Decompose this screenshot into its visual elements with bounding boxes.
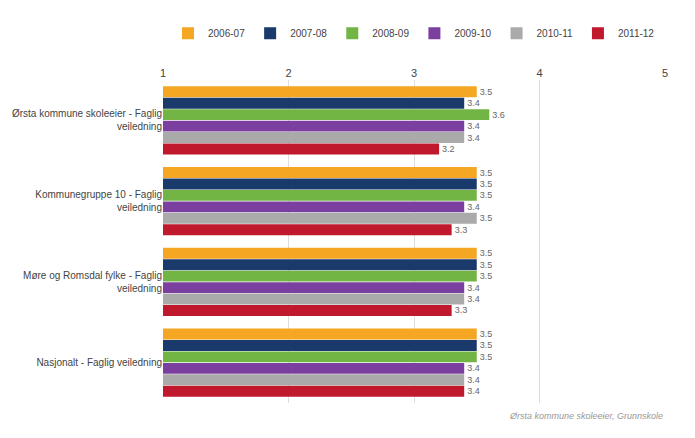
svg-text:3.4: 3.4 <box>467 121 480 131</box>
svg-text:3.5: 3.5 <box>480 260 493 270</box>
svg-text:3.4: 3.4 <box>467 202 480 212</box>
svg-text:3.5: 3.5 <box>480 87 493 97</box>
svg-text:2009-10: 2009-10 <box>454 28 491 39</box>
svg-text:3.4: 3.4 <box>467 283 480 293</box>
svg-text:3: 3 <box>411 67 417 79</box>
svg-text:3.6: 3.6 <box>492 110 505 120</box>
svg-text:Ørsta kommune skoleeier - Fagl: Ørsta kommune skoleeier - Fagligveiledni… <box>12 108 162 132</box>
svg-text:2011-12: 2011-12 <box>618 28 654 39</box>
svg-text:Ørsta kommune skoleeier, Grunn: Ørsta kommune skoleeier, Grunnskole <box>509 411 663 421</box>
svg-text:3.4: 3.4 <box>467 98 480 108</box>
svg-text:Nasjonalt - Faglig veiledning: Nasjonalt - Faglig veiledning <box>36 357 162 368</box>
svg-text:5: 5 <box>662 67 668 79</box>
svg-text:3.5: 3.5 <box>480 179 493 189</box>
svg-text:3.2: 3.2 <box>442 144 455 154</box>
svg-text:3.5: 3.5 <box>480 271 493 281</box>
svg-text:3.5: 3.5 <box>480 329 493 339</box>
svg-text:3.3: 3.3 <box>455 225 468 235</box>
svg-text:Møre og Romsdal fylke - Faglig: Møre og Romsdal fylke - Fagligveiledning <box>23 270 162 294</box>
svg-text:2008-09: 2008-09 <box>372 28 409 39</box>
svg-text:3.4: 3.4 <box>467 363 480 373</box>
svg-text:3.5: 3.5 <box>480 168 493 178</box>
svg-text:3.4: 3.4 <box>467 133 480 143</box>
svg-text:3.3: 3.3 <box>455 305 468 315</box>
svg-text:2007-08: 2007-08 <box>290 28 327 39</box>
svg-text:3.5: 3.5 <box>480 340 493 350</box>
svg-text:3.4: 3.4 <box>467 386 480 396</box>
svg-text:2: 2 <box>285 67 291 79</box>
svg-text:Kommunegruppe 10 - Fagligveile: Kommunegruppe 10 - Fagligveiledning <box>35 189 162 213</box>
svg-text:3.5: 3.5 <box>480 213 493 223</box>
svg-text:3.5: 3.5 <box>480 248 493 258</box>
svg-text:4: 4 <box>536 67 542 79</box>
svg-text:3.4: 3.4 <box>467 375 480 385</box>
svg-text:3.5: 3.5 <box>480 190 493 200</box>
svg-text:2006-07: 2006-07 <box>208 28 245 39</box>
svg-text:3.5: 3.5 <box>480 352 493 362</box>
svg-text:1: 1 <box>160 67 166 79</box>
svg-text:3.4: 3.4 <box>467 294 480 304</box>
svg-text:2010-11: 2010-11 <box>537 28 573 39</box>
